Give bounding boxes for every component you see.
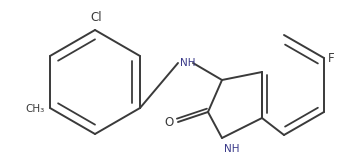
Text: O: O [165, 117, 174, 129]
Text: NH: NH [180, 58, 196, 68]
Text: CH₃: CH₃ [26, 104, 45, 114]
Text: NH: NH [224, 144, 239, 154]
Text: Cl: Cl [90, 11, 102, 24]
Text: F: F [328, 52, 335, 66]
